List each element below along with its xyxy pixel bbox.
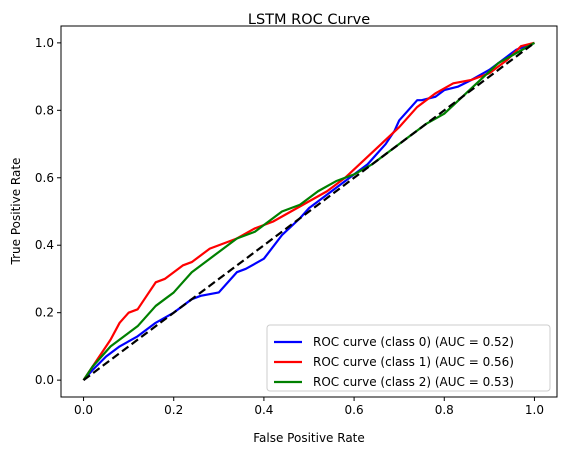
legend: ROC curve (class 0) (AUC = 0.52) ROC curv…: [266, 324, 551, 392]
x-tick-label: 0.2: [164, 403, 183, 417]
x-tick-label: 0.4: [254, 403, 273, 417]
legend-label-class-2: ROC curve (class 2) (AUC = 0.53): [313, 375, 514, 389]
x-axis: 0.0 0.2 0.4 0.6 0.8 1.0: [74, 397, 544, 417]
y-axis: 0.0 0.2 0.4 0.6 0.8 1.0: [35, 36, 61, 387]
x-tick-label: 0.6: [345, 403, 364, 417]
y-tick-label: 1.0: [35, 36, 54, 50]
x-tick-label: 0.0: [74, 403, 93, 417]
legend-label-class-1: ROC curve (class 1) (AUC = 0.56): [313, 355, 514, 369]
plot-area: [82, 41, 536, 382]
x-axis-label: False Positive Rate: [253, 431, 365, 445]
chart-title: LSTM ROC Curve: [248, 12, 370, 28]
plot-frame: [60, 25, 558, 398]
y-tick-label: 0.2: [35, 306, 54, 320]
y-tick-label: 0.4: [35, 238, 54, 252]
y-axis-label: True Positive Rate: [9, 158, 23, 266]
x-tick-label: 1.0: [525, 403, 544, 417]
legend-label-class-0: ROC curve (class 0) (AUC = 0.52): [313, 335, 514, 349]
chance-diagonal-line: [82, 41, 536, 382]
y-tick-label: 0.6: [35, 171, 54, 185]
x-tick-label: 0.8: [435, 403, 454, 417]
legend-box: [266, 324, 551, 392]
roc-line-class-2: [82, 41, 535, 381]
y-tick-label: 0.8: [35, 103, 54, 117]
y-tick-label: 0.0: [35, 373, 54, 387]
